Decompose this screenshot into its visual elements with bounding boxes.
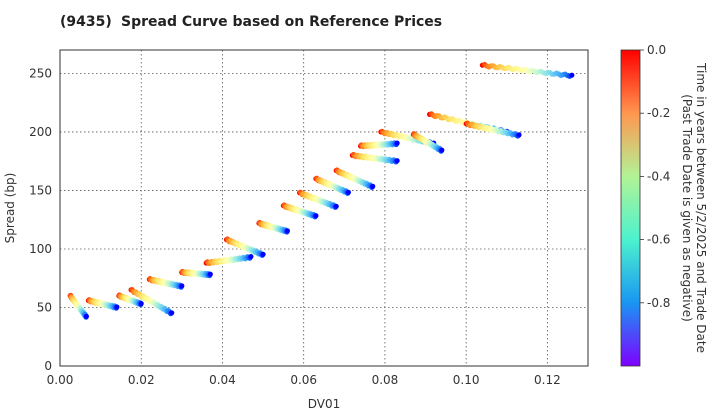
x-tick-label: 0.06	[290, 373, 317, 387]
y-tick-label: 250	[29, 66, 52, 80]
x-tick-label: 0.00	[47, 373, 74, 387]
y-axis-label: Spread (bp)	[3, 173, 17, 244]
data-point	[248, 254, 254, 260]
x-tick-label: 0.04	[209, 373, 236, 387]
colorbar-tick-label: -0.8	[647, 296, 670, 310]
y-tick-label: 50	[37, 300, 52, 314]
x-tick-label: 0.08	[372, 373, 399, 387]
data-point	[345, 189, 351, 195]
data-point	[207, 271, 213, 277]
x-tick-label: 0.10	[453, 373, 480, 387]
colorbar-tick-label: -0.4	[647, 169, 670, 183]
x-axis-ticks: 0.00 0.02 0.04 0.06 0.08 0.10 0.12	[47, 373, 561, 387]
data-point	[333, 203, 339, 209]
data-point	[169, 310, 175, 316]
colorbar-tick-label: 0.0	[647, 43, 666, 57]
y-tick-label: 100	[29, 242, 52, 256]
data-point	[138, 300, 144, 307]
y-tick-label: 150	[29, 183, 52, 197]
data-point	[260, 251, 266, 257]
x-tick-label: 0.12	[534, 373, 561, 387]
data-point	[439, 147, 445, 153]
colorbar-tick-label: -0.2	[647, 106, 670, 120]
data-point	[313, 213, 319, 219]
colorbar-label-line1: Time in years between 5/2/2025 and Trade…	[694, 62, 708, 353]
data-point	[370, 183, 376, 189]
data-points	[67, 61, 575, 320]
data-point	[83, 313, 89, 319]
colorbar-tick-label: -0.6	[647, 233, 670, 247]
data-point	[394, 158, 400, 164]
grid-lines	[60, 50, 588, 366]
y-tick-label: 200	[29, 125, 52, 139]
data-point	[179, 283, 185, 289]
colorbar	[620, 49, 641, 367]
y-tick-label: 0	[44, 359, 52, 373]
y-axis-ticks: 0 50 100 150 200 250	[29, 66, 52, 373]
colorbar-label-line2: (Past Trade Date is given as negative)	[680, 94, 694, 322]
chart-title-code: (9435)	[60, 14, 112, 30]
colorbar-ticks: 0.0 -0.2 -0.4 -0.6 -0.8	[640, 43, 670, 310]
data-point	[516, 132, 522, 138]
data-point	[114, 304, 120, 310]
data-point	[569, 72, 575, 78]
chart-title: Spread Curve based on Reference Prices	[121, 14, 442, 30]
x-tick-label: 0.02	[128, 373, 155, 387]
data-point	[284, 228, 290, 234]
plot-area-frame	[59, 49, 589, 367]
x-axis-label: DV01	[308, 397, 341, 411]
data-point	[394, 140, 400, 146]
